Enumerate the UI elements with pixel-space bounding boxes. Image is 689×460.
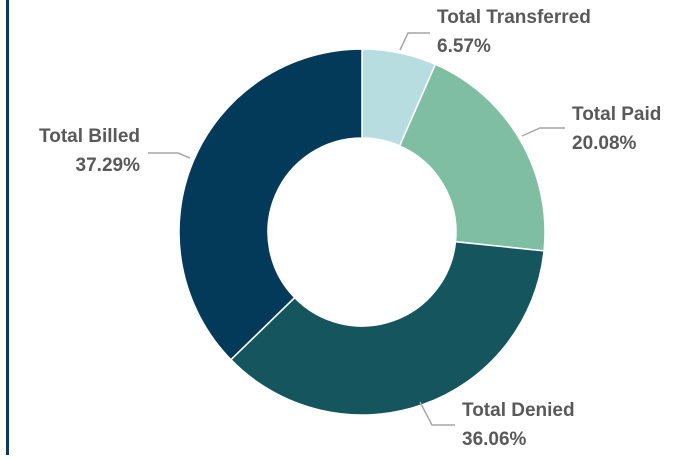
slice-label: Total Billed (39, 126, 140, 147)
slice-value-label: 20.08% (572, 133, 637, 154)
slice-label: Total Paid (572, 104, 661, 125)
leader-line (148, 152, 191, 159)
slice-label: Total Transferred (437, 7, 591, 28)
slice-value-label: 6.57% (437, 36, 491, 57)
donut-slice (178, 48, 363, 361)
leader-line (419, 401, 455, 426)
slice-value-label: 36.06% (462, 429, 527, 450)
frame-edge (6, 0, 9, 455)
leader-line (521, 127, 565, 137)
donut-slice (229, 240, 545, 416)
slice-value-label: 37.29% (76, 155, 141, 176)
donut-slice (398, 63, 546, 252)
slice-label: Total Denied (462, 400, 575, 421)
leader-line (399, 32, 430, 51)
